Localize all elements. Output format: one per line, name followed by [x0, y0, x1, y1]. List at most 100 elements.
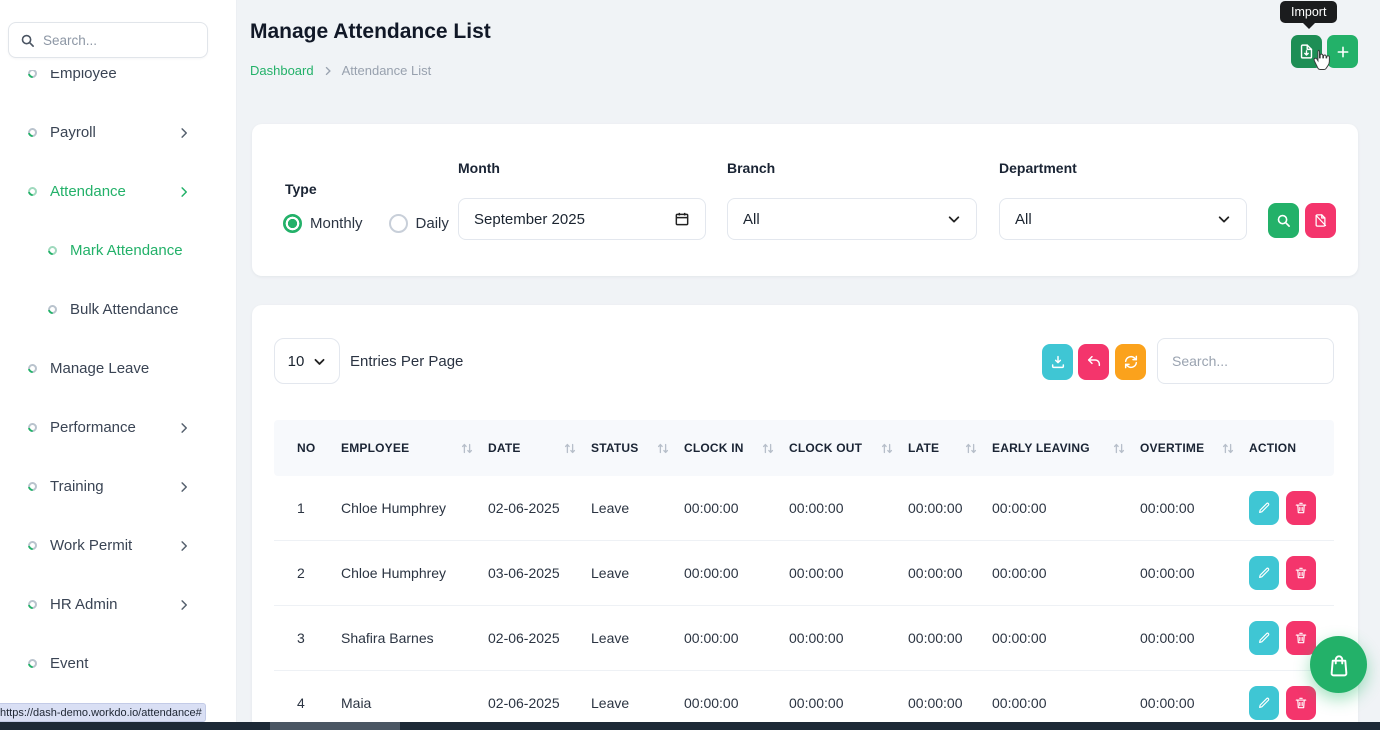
- table-row: 2 Chloe Humphrey 03-06-2025 Leave 00:00:…: [274, 541, 1334, 606]
- sort-icon[interactable]: [1221, 442, 1235, 455]
- entries-per-page-select[interactable]: 10: [274, 338, 340, 384]
- sort-icon[interactable]: [880, 442, 894, 455]
- sort-icon[interactable]: [656, 442, 670, 455]
- sidebar-item-label: Training: [50, 478, 104, 495]
- export-button[interactable]: [1042, 344, 1073, 380]
- cell-late: 00:00:00: [908, 695, 963, 711]
- cell-clock-out: 00:00:00: [789, 630, 844, 646]
- sidebar-item-label: Employee: [50, 70, 117, 82]
- table-search-input[interactable]: [1172, 353, 1319, 369]
- column-header[interactable]: OVERTIME: [1140, 441, 1249, 455]
- edit-button[interactable]: [1249, 556, 1279, 590]
- edit-button[interactable]: [1249, 491, 1279, 525]
- horizontal-scrollbar-thumb[interactable]: [270, 722, 400, 730]
- apply-filter-button[interactable]: [1268, 203, 1299, 238]
- sidebar-item[interactable]: Mark Attendance: [0, 221, 236, 280]
- edit-button[interactable]: [1249, 621, 1279, 655]
- column-header[interactable]: CLOCK IN: [684, 441, 789, 455]
- edit-button[interactable]: [1249, 686, 1279, 720]
- import-tooltip: Import: [1280, 1, 1338, 23]
- column-header[interactable]: CLOCK OUT: [789, 441, 908, 455]
- department-select[interactable]: All: [999, 198, 1247, 240]
- pencil-icon: [1259, 632, 1270, 643]
- undo-button[interactable]: [1078, 344, 1109, 380]
- refresh-button[interactable]: [1115, 344, 1146, 380]
- cell-clock-in: 00:00:00: [684, 630, 739, 646]
- column-header-label: NO: [297, 441, 316, 455]
- sort-icon[interactable]: [761, 442, 775, 455]
- month-label: Month: [458, 160, 500, 176]
- cell-no: 1: [297, 500, 305, 516]
- sidebar-search-input[interactable]: [43, 32, 196, 48]
- sidebar-item[interactable]: Work Permit: [0, 516, 236, 575]
- column-header[interactable]: STATUS: [591, 441, 684, 455]
- bullet-icon: [26, 421, 39, 434]
- sidebar-item[interactable]: Training: [0, 457, 236, 516]
- table-header-row: NO EMPLOYEE DATE: [274, 420, 1334, 476]
- sidebar-item[interactable]: Attendance: [0, 162, 236, 221]
- radio-icon[interactable]: [388, 214, 408, 233]
- cell-overtime: 00:00:00: [1140, 565, 1195, 581]
- cell-clock-out: 00:00:00: [789, 695, 844, 711]
- sidebar-item[interactable]: Event: [0, 634, 236, 693]
- chevron-down-icon: [1217, 212, 1231, 226]
- delete-button[interactable]: [1286, 491, 1316, 525]
- department-label: Department: [999, 160, 1077, 176]
- branch-label: Branch: [727, 160, 776, 176]
- delete-button[interactable]: [1286, 686, 1316, 720]
- delete-button[interactable]: [1286, 556, 1316, 590]
- column-header[interactable]: LATE: [908, 441, 992, 455]
- download-icon: [1051, 355, 1064, 369]
- table-search-box[interactable]: [1157, 338, 1334, 384]
- table-row: 1 Chloe Humphrey 02-06-2025 Leave 00:00:…: [274, 476, 1334, 541]
- column-header-label: CLOCK OUT: [789, 441, 863, 455]
- horizontal-scrollbar[interactable]: [0, 722, 1380, 730]
- cell-late: 00:00:00: [908, 500, 963, 516]
- sort-icon[interactable]: [964, 442, 978, 455]
- column-header[interactable]: DATE: [488, 441, 591, 455]
- cell-employee: Chloe Humphrey: [341, 565, 447, 581]
- trash-icon: [1295, 632, 1307, 644]
- delete-button[interactable]: [1286, 621, 1316, 655]
- sidebar-item[interactable]: Performance: [0, 398, 236, 457]
- type-radio-option[interactable]: Daily: [388, 214, 449, 233]
- search-icon: [21, 34, 34, 47]
- column-header[interactable]: EMPLOYEE: [341, 441, 488, 455]
- sort-icon[interactable]: [563, 442, 577, 455]
- column-header[interactable]: NO: [274, 441, 341, 455]
- bullet-icon: [26, 362, 39, 375]
- sort-icon[interactable]: [1112, 442, 1126, 455]
- breadcrumb-dashboard-link[interactable]: Dashboard: [250, 63, 314, 78]
- cart-fab-button[interactable]: [1310, 636, 1367, 693]
- type-radio-option[interactable]: Monthly: [283, 214, 363, 233]
- filter-card: Type Monthly Daily Month September 2025 …: [252, 124, 1358, 276]
- radio-label: Monthly: [310, 215, 363, 232]
- sidebar-item[interactable]: HR Admin: [0, 575, 236, 634]
- sidebar-item-label: Payroll: [50, 124, 96, 141]
- sort-icon[interactable]: [460, 442, 474, 455]
- cell-overtime: 00:00:00: [1140, 630, 1195, 646]
- cell-no: 2: [297, 565, 305, 581]
- month-input[interactable]: September 2025: [458, 198, 706, 240]
- sidebar-item[interactable]: Payroll: [0, 103, 236, 162]
- column-header[interactable]: ACTION: [1249, 441, 1334, 455]
- add-attendance-button[interactable]: [1327, 35, 1358, 68]
- calendar-icon[interactable]: [674, 211, 690, 227]
- column-header[interactable]: EARLY LEAVING: [992, 441, 1140, 455]
- bullet-icon: [26, 185, 39, 198]
- status-url-bubble: https://dash-demo.workdo.io/attendance#: [0, 703, 206, 722]
- branch-select[interactable]: All: [727, 198, 977, 240]
- cell-clock-out: 00:00:00: [789, 500, 844, 516]
- reset-filter-button[interactable]: [1305, 203, 1336, 238]
- cell-early-leaving: 00:00:00: [992, 630, 1047, 646]
- sidebar-item[interactable]: Manage Leave: [0, 339, 236, 398]
- branch-value: All: [743, 210, 760, 228]
- radio-icon[interactable]: [283, 214, 302, 233]
- sidebar-item[interactable]: Employee: [0, 70, 236, 103]
- sidebar-item[interactable]: Bulk Attendance: [0, 280, 236, 339]
- sidebar-search-box[interactable]: [8, 22, 208, 58]
- cell-date: 03-06-2025: [488, 565, 560, 581]
- chevron-right-icon: [178, 540, 190, 552]
- cell-early-leaving: 00:00:00: [992, 565, 1047, 581]
- column-header-label: CLOCK IN: [684, 441, 744, 455]
